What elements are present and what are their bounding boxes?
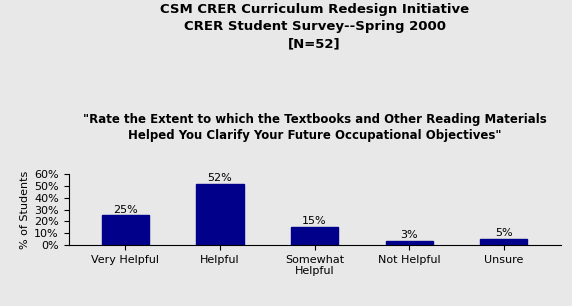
Text: 52%: 52%	[208, 173, 232, 183]
Text: CSM CRER Curriculum Redesign Initiative
CRER Student Survey--Spring 2000
[N=52]: CSM CRER Curriculum Redesign Initiative …	[160, 3, 469, 50]
Bar	[480, 239, 527, 245]
Bar	[196, 184, 244, 245]
Text: "Rate the Extent to which the Textbooks and Other Reading Materials
Helped You C: "Rate the Extent to which the Textbooks …	[83, 113, 546, 142]
Bar	[102, 215, 149, 245]
Bar	[386, 241, 433, 245]
Y-axis label: % of Students: % of Students	[20, 170, 30, 249]
Bar	[291, 227, 338, 245]
Text: 25%: 25%	[113, 204, 138, 215]
Text: 5%: 5%	[495, 228, 513, 238]
Text: 3%: 3%	[400, 230, 418, 240]
Text: 15%: 15%	[302, 216, 327, 226]
